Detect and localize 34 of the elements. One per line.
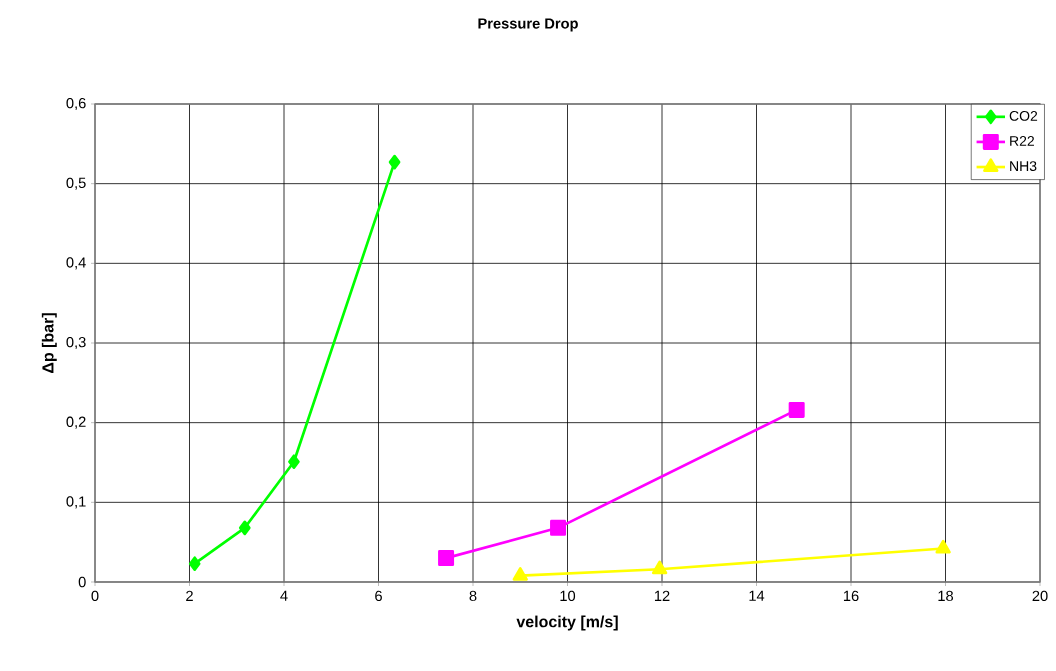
x-tick-label: 6: [375, 590, 382, 602]
y-tick-label: 0,3: [66, 336, 86, 350]
y-tick-label: 0,6: [66, 97, 86, 111]
point: [550, 519, 567, 536]
point: [438, 550, 455, 567]
legend-label: R22: [1010, 136, 1034, 146]
legend-label: NH3: [1010, 161, 1037, 172]
y-tick-label: 0,4: [66, 257, 86, 270]
x-tick-label: 4: [280, 590, 288, 601]
point: [935, 539, 951, 554]
x-tick-label: 10: [560, 590, 576, 602]
chart-title: Pressure Drop: [478, 18, 578, 32]
y-tick-label: 0,1: [66, 496, 86, 509]
x-tick-label: 14: [749, 590, 765, 601]
point: [238, 520, 251, 536]
x-tick-label: 2: [186, 590, 193, 601]
x-tick-label: 12: [654, 590, 670, 601]
y-tick-label: 0,2: [66, 416, 86, 429]
y-tick-label: 0,5: [66, 177, 86, 190]
point: [188, 556, 201, 572]
legend-label: CO2: [1009, 110, 1038, 121]
x-tick-label: 16: [843, 590, 859, 602]
point: [788, 401, 805, 418]
x-tick-label: 20: [1032, 590, 1048, 602]
point: [512, 566, 528, 581]
x-tick-label: 8: [469, 590, 477, 602]
x-tick-label: 18: [938, 590, 954, 602]
point: [388, 154, 401, 170]
point: [651, 560, 668, 575]
x-tick-label: 0: [91, 590, 99, 602]
x-axis-title: velocity [m/s]: [516, 615, 618, 631]
point: [288, 454, 300, 470]
y-tick-label: 0: [78, 576, 86, 588]
y-axis-title: Δp [bar]: [41, 313, 57, 373]
